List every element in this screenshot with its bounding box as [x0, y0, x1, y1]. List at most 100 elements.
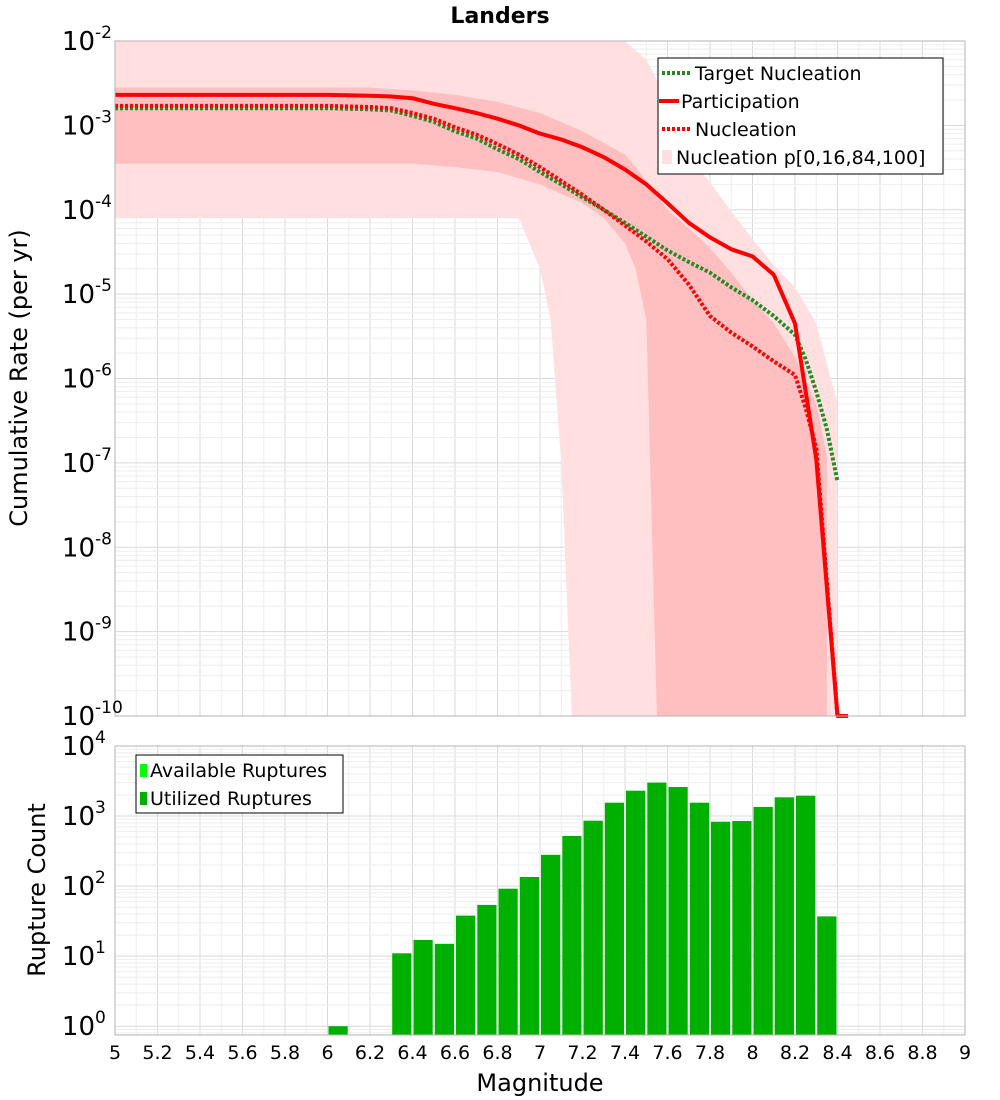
rupture-count-bar	[328, 1026, 348, 1035]
rate-y-tick-exp: -7	[95, 445, 112, 465]
rupture-count-bar	[583, 820, 603, 1035]
rate-y-tick: 10	[62, 111, 95, 141]
rate-y-tick: 10	[62, 365, 95, 395]
rate-chart-frame	[114, 40, 966, 717]
rupture-count-bar	[562, 836, 582, 1035]
count-y-tick-exp: 2	[95, 868, 106, 888]
rupture-count-bar	[817, 916, 837, 1035]
legend-available-ruptures: Available Ruptures	[150, 760, 327, 782]
rate-chart: 10-210-310-410-510-610-710-810-910-10 Cu…	[5, 23, 966, 732]
rate-y-tick-exp: -5	[95, 276, 112, 296]
rate-chart-y-ticks: 10-210-310-410-510-610-710-810-910-10	[62, 23, 123, 732]
rupture-count-bar	[413, 940, 433, 1035]
rate-y-tick: 10	[62, 449, 95, 479]
x-tick: 6.4	[397, 1042, 427, 1064]
legend-nucleation: Nucleation	[695, 119, 797, 141]
x-tick: 5.8	[270, 1042, 300, 1064]
rate-chart-legend: Target Nucleation Participation Nucleati…	[657, 57, 944, 175]
legend-available-swatch	[140, 764, 147, 777]
rupture-count-bar	[647, 782, 667, 1035]
legend-nucleation-band: Nucleation p[0,16,84,100]	[676, 147, 925, 169]
rate-chart-lines	[115, 92, 849, 718]
x-tick: 7.6	[652, 1042, 682, 1064]
rate-y-tick: 10	[62, 618, 95, 648]
count-chart-x-ticks: 5 5.2 5.4 5.6 5.8 6 6.2 6.4 6.6 6.8 7 7.2 7.4 7.6 7.8 8…	[109, 1042, 971, 1064]
rate-y-tick-exp: -4	[95, 192, 112, 212]
rupture-count-bar	[541, 854, 561, 1035]
x-tick: 6.2	[355, 1042, 385, 1064]
rupture-count-bar	[689, 802, 710, 1035]
chart-title: Landers	[450, 4, 549, 29]
nucleation-line	[115, 103, 849, 718]
rate-y-tick: 10	[62, 702, 95, 732]
rate-y-tick: 10	[62, 27, 95, 57]
rate-y-tick: 10	[62, 280, 95, 310]
legend-utilized-ruptures: Utilized Ruptures	[150, 788, 312, 810]
x-tick: 8.4	[822, 1042, 852, 1064]
count-y-tick: 10	[62, 802, 95, 832]
participation-line	[115, 92, 849, 718]
count-y-tick-exp: 1	[95, 938, 106, 958]
x-tick: 6.6	[440, 1042, 470, 1064]
rupture-count-bar	[456, 915, 476, 1035]
rupture-count-bar	[732, 821, 752, 1035]
rate-y-tick-exp: -9	[95, 614, 112, 634]
rate-y-tick: 10	[62, 533, 95, 563]
rupture-count-bar	[668, 787, 688, 1035]
x-tick: 7	[534, 1042, 546, 1064]
rupture-count-bar	[753, 806, 773, 1035]
x-tick: 7.2	[567, 1042, 597, 1064]
rupture-count-bar	[796, 795, 816, 1035]
rupture-count-bar	[626, 790, 646, 1035]
legend-target-nucleation: Target Nucleation	[694, 63, 862, 85]
target-nucleation-line	[115, 106, 840, 482]
x-axis-label: Magnitude	[476, 1069, 603, 1097]
count-y-tick: 10	[62, 942, 95, 972]
count-chart-frame	[114, 745, 966, 1036]
count-y-tick: 10	[62, 872, 95, 902]
count-y-tick-exp: 3	[95, 798, 106, 818]
rate-y-tick: 10	[62, 196, 95, 226]
legend-participation: Participation	[681, 91, 800, 113]
rupture-count-bar	[774, 797, 794, 1035]
rate-y-tick-exp: -10	[95, 698, 123, 718]
count-chart-y-label: Rupture Count	[23, 803, 51, 977]
rate-y-tick-exp: -6	[95, 361, 112, 381]
x-tick: 8	[746, 1042, 758, 1064]
count-legend-box	[135, 754, 344, 814]
count-chart-legend: Available Ruptures Utilized Ruptures	[135, 754, 344, 814]
rupture-count-bar	[711, 821, 731, 1035]
rupture-count-bar	[519, 877, 540, 1035]
rupture-count-bar	[434, 943, 454, 1035]
x-tick: 8.6	[865, 1042, 895, 1064]
rupture-count-bar	[477, 904, 497, 1035]
count-y-tick: 10	[62, 732, 95, 762]
rupture-count-bar	[498, 888, 518, 1035]
rupture-count-bar	[392, 953, 412, 1035]
count-y-tick-exp: 4	[95, 728, 106, 748]
x-tick: 5.2	[142, 1042, 172, 1064]
x-tick: 5.4	[185, 1042, 215, 1064]
x-tick: 6	[321, 1042, 333, 1064]
x-tick: 6.8	[482, 1042, 512, 1064]
rate-legend-box	[657, 57, 944, 175]
rate-chart-y-label: Cumulative Rate (per yr)	[5, 229, 33, 527]
x-tick: 7.4	[610, 1042, 640, 1064]
legend-utilized-swatch	[140, 792, 147, 805]
x-tick: 7.8	[695, 1042, 725, 1064]
count-y-tick: 10	[62, 1012, 95, 1042]
x-tick: 8.8	[907, 1042, 937, 1064]
rate-y-tick-exp: -8	[95, 529, 112, 549]
count-y-tick-exp: 0	[95, 1008, 106, 1028]
count-chart-bars	[328, 782, 837, 1035]
legend-band-swatch	[662, 150, 672, 164]
rupture-count-bar	[604, 802, 624, 1035]
x-tick: 9	[959, 1042, 971, 1064]
rate-y-tick-exp: -2	[95, 23, 112, 43]
rate-y-tick-exp: -3	[95, 107, 112, 127]
x-tick: 5	[109, 1042, 121, 1064]
x-tick: 8.2	[780, 1042, 810, 1064]
